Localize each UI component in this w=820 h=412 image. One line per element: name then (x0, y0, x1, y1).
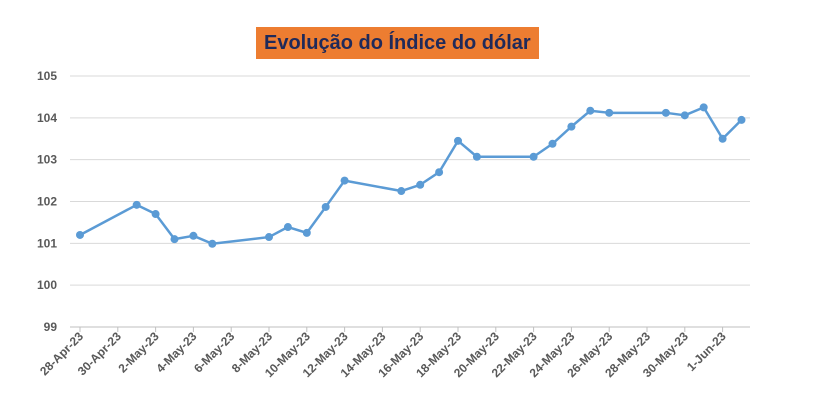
data-point (265, 233, 273, 242)
data-point (718, 134, 727, 143)
data-point (605, 108, 614, 117)
y-tick-label: 105 (37, 69, 57, 83)
chart-title: Evolução do Índice do dólar (256, 27, 539, 59)
data-point (699, 103, 708, 112)
data-point (397, 187, 406, 196)
data-point (189, 231, 198, 240)
data-point (529, 152, 538, 161)
data-point (567, 122, 576, 131)
data-point (472, 152, 481, 161)
data-point (151, 210, 160, 219)
data-point (661, 108, 670, 117)
data-point (302, 228, 311, 237)
data-point (680, 111, 689, 120)
y-tick-label: 99 (44, 320, 58, 334)
y-tick-label: 104 (37, 111, 57, 125)
data-point (454, 136, 462, 145)
data-point (208, 239, 217, 248)
data-point (340, 176, 349, 185)
data-point (416, 180, 425, 189)
data-point (737, 115, 746, 124)
y-tick-label: 102 (37, 195, 57, 209)
data-point (586, 106, 595, 115)
y-tick-label: 100 (37, 278, 57, 292)
data-point (548, 139, 557, 148)
data-point (132, 200, 141, 209)
data-point (435, 168, 444, 177)
y-tick-label: 101 (37, 236, 57, 250)
series-line (79, 106, 743, 246)
data-point (76, 230, 84, 239)
data-point (283, 223, 292, 232)
data-point (170, 235, 179, 244)
x-tick-label: 1-Jun-23 (684, 329, 729, 374)
y-tick-label: 103 (37, 153, 57, 167)
data-point (321, 202, 330, 211)
